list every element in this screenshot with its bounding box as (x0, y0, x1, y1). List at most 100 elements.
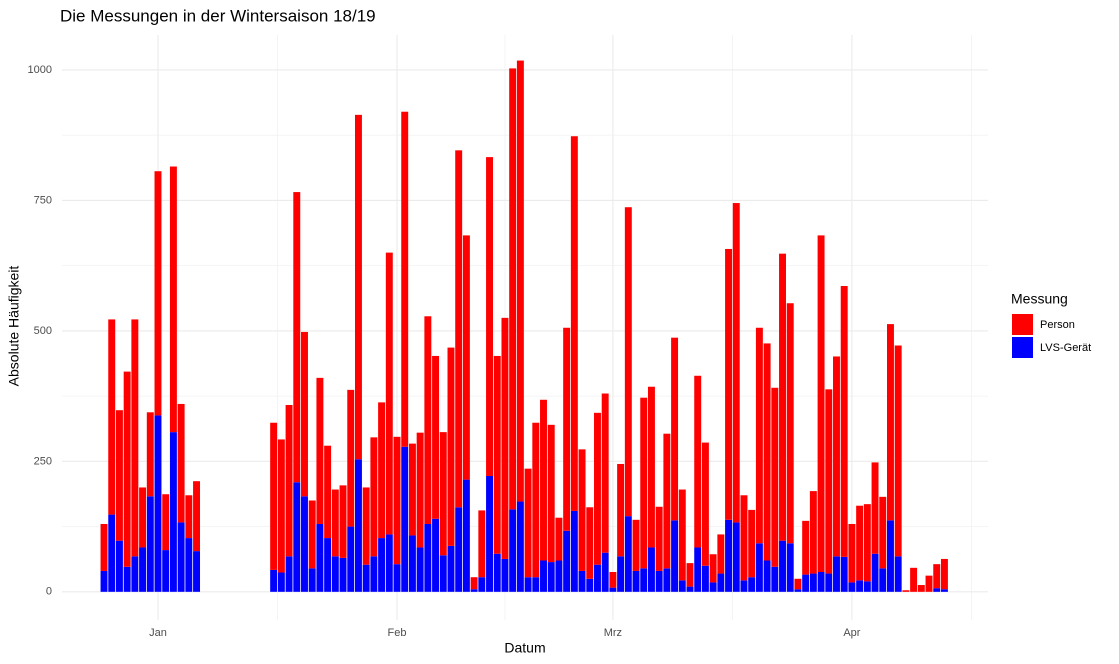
bar-segment (817, 235, 825, 572)
bar-segment (154, 171, 162, 416)
bar-segment (354, 114, 362, 460)
bar-segment (501, 317, 509, 559)
bar-segment (354, 459, 362, 592)
bar-segment (185, 495, 193, 539)
bar-segment (594, 412, 601, 565)
bar-segment (501, 558, 509, 592)
bar-segment (563, 327, 571, 531)
bar-segment (601, 393, 609, 553)
bar-segment (432, 518, 440, 592)
bar-segment (678, 489, 686, 581)
bar-segment (725, 519, 733, 592)
bar-segment (809, 573, 817, 592)
bar-segment (740, 580, 748, 592)
bar-segment (686, 563, 694, 587)
y-tick-label: 1000 (28, 64, 52, 76)
bar-segment (324, 538, 332, 592)
bar-segment (447, 347, 455, 546)
y-tick-label: 750 (34, 194, 52, 206)
bar-segment (940, 558, 948, 590)
bar-segment (301, 496, 308, 592)
bar-segment (910, 567, 918, 592)
bar-segment (632, 570, 640, 592)
bar-segment (632, 519, 640, 571)
bar-segment (570, 136, 578, 511)
bar-segment (385, 252, 393, 535)
bar-segment (308, 500, 316, 569)
bar-segment (825, 573, 833, 592)
bar-segment (879, 496, 887, 569)
bar-segment (833, 356, 840, 557)
bar-segment (393, 436, 401, 565)
legend-swatch (1012, 337, 1033, 358)
bar-segment (833, 556, 840, 592)
bar-segment (848, 523, 856, 583)
bar-segment (701, 442, 709, 566)
bar-segment (100, 570, 108, 592)
bar-segment (663, 433, 671, 569)
bar-segment (447, 545, 455, 592)
bar-segment (154, 415, 162, 592)
bar-segment (462, 479, 470, 592)
legend-swatch (1012, 314, 1033, 335)
bar-segment (486, 475, 494, 592)
bar-segment (516, 60, 524, 502)
bar-segment (671, 337, 679, 521)
bar-segment (393, 564, 401, 592)
legend-title: Messung (1011, 291, 1068, 307)
bar-segment (324, 445, 332, 539)
bar-segment (540, 399, 547, 561)
bar-segment (794, 589, 802, 592)
bar-segment (370, 437, 378, 557)
bar-segment (786, 303, 794, 544)
bar-segment (755, 327, 763, 544)
bar-segment (717, 534, 725, 574)
bar-segment (856, 505, 864, 581)
bar-segment (555, 517, 563, 561)
bar-segment (940, 589, 948, 592)
bar-segment (408, 535, 416, 592)
bar-segment (802, 574, 810, 592)
bar-segment (339, 485, 347, 558)
bar-segment (894, 345, 902, 557)
bar-segment (308, 568, 316, 592)
bar-segment (478, 577, 486, 592)
bar-segment (115, 410, 123, 541)
bar-segment (794, 578, 802, 590)
bar-segment (370, 556, 378, 592)
bar-segment (532, 577, 540, 592)
y-axis-label: Absolute Häufigkeit (6, 266, 22, 387)
bar-segment (779, 253, 786, 541)
bar-segment (362, 564, 370, 592)
bar-segment (524, 577, 532, 592)
bar-segment (617, 556, 625, 592)
bar-segment (162, 550, 170, 592)
x-tick-label: Apr (843, 627, 860, 639)
bar-segment (193, 551, 201, 592)
bar-segment (270, 422, 278, 570)
legend-label: Person (1040, 319, 1075, 331)
bar-segment (755, 543, 763, 592)
bar-segment (694, 547, 702, 592)
bar-segment (316, 523, 324, 592)
bar-segment (532, 422, 540, 578)
bar-segment (570, 510, 578, 592)
bar-segment (609, 571, 617, 588)
bar-segment (455, 507, 463, 592)
bar-segment (123, 371, 131, 567)
bar-segment (277, 439, 285, 573)
bar-segment (385, 534, 393, 592)
bar-segment (169, 166, 177, 433)
bar-segment (401, 111, 409, 447)
bar-segment (555, 560, 563, 592)
legend-label: LVS-Gerät (1040, 342, 1091, 354)
bar-segment (655, 506, 663, 571)
bar-segment (925, 575, 933, 592)
bar-segment (378, 538, 386, 592)
bar-segment (817, 571, 825, 592)
bar-segment (293, 192, 301, 483)
bar-segment (524, 468, 532, 578)
bar-segment (709, 554, 717, 583)
bar-segment (594, 564, 601, 592)
bar-segment (624, 516, 632, 592)
